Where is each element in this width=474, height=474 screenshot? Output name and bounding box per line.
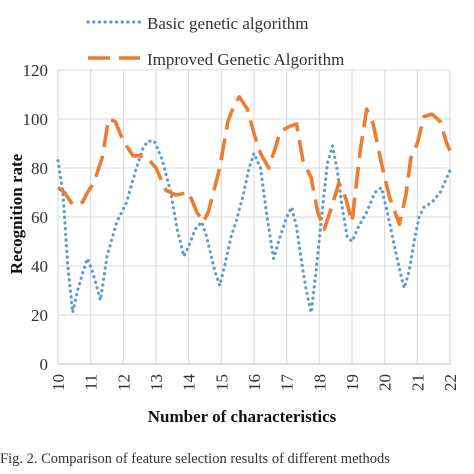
legend-label-basic: Basic genetic algorithm [147, 14, 308, 33]
x-tick-label: 13 [147, 374, 166, 391]
series-line-improved [56, 95, 452, 232]
y-tick-label: 80 [31, 159, 48, 178]
y-tick-label: 20 [31, 306, 48, 325]
legend-label-improved: Improved Genetic Algorithm [147, 50, 344, 69]
x-tick-label: 12 [114, 374, 133, 391]
x-tick-label: 22 [441, 374, 460, 391]
x-tick-label: 19 [343, 374, 362, 391]
figure-caption: Fig. 2. Comparison of feature selection … [0, 451, 390, 467]
tick-labels: 0 20 40 60 80 100 120 10 11 12 13 14 15 16 17 18 19 20 21 2… [23, 61, 461, 391]
x-tick-label: 17 [278, 374, 297, 392]
x-axis-label: Number of characteristics [148, 407, 337, 426]
x-tick-label: 10 [49, 374, 68, 391]
series-line-basic [56, 139, 452, 315]
grid-lines [57, 69, 451, 365]
x-tick-label: 21 [408, 374, 427, 391]
x-tick-label: 16 [245, 374, 264, 391]
y-tick-label: 120 [23, 61, 49, 80]
y-tick-label: 40 [31, 257, 48, 276]
y-tick-label: 100 [23, 110, 49, 129]
series-layer [56, 95, 452, 315]
y-tick-label: 0 [40, 355, 49, 374]
x-tick-label: 11 [82, 374, 101, 390]
y-axis-label: Recognition rate [7, 153, 26, 274]
y-tick-label: 60 [31, 208, 48, 227]
legend: Basic genetic algorithm Improved Genetic… [86, 14, 344, 69]
x-tick-label: 15 [212, 374, 231, 391]
x-tick-label: 14 [180, 374, 199, 392]
x-tick-label: 20 [376, 374, 395, 391]
x-tick-label: 18 [310, 374, 329, 391]
